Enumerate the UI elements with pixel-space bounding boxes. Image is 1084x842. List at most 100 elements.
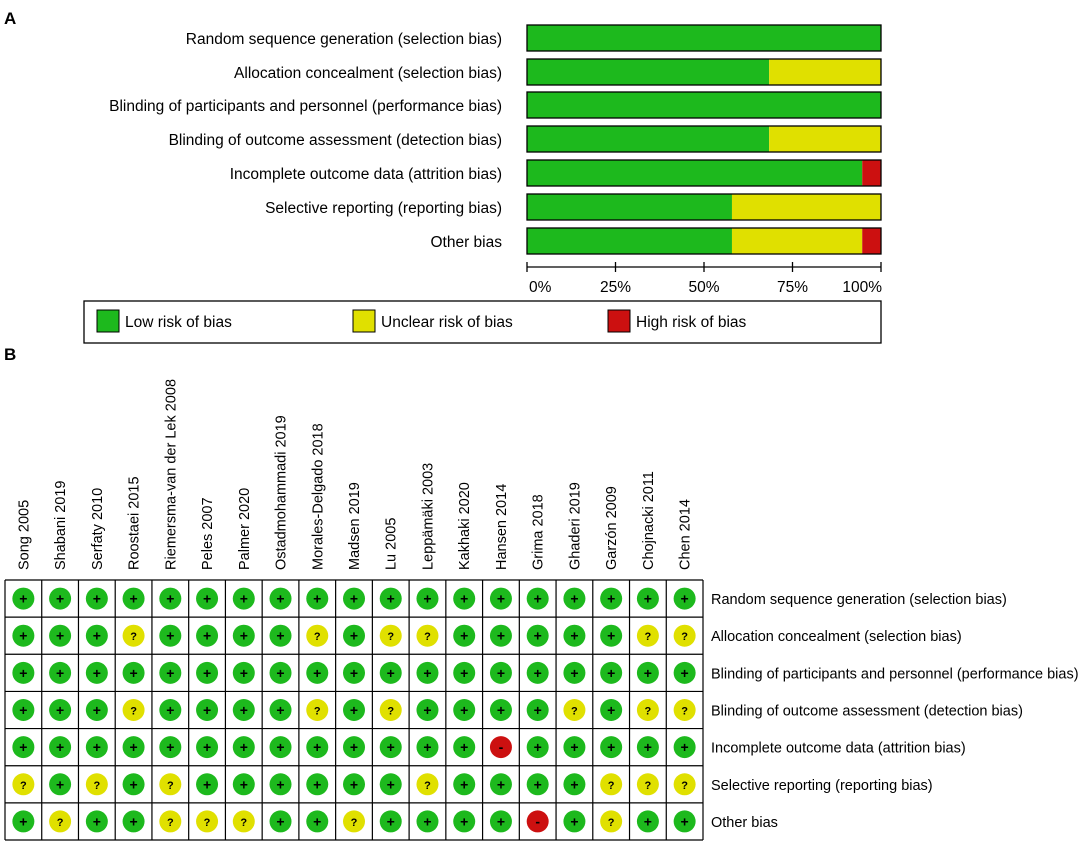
rating-dot-low: [489, 699, 512, 721]
rating-dot-low: [122, 773, 145, 796]
study-label: Grima 2018: [531, 494, 547, 570]
rating-symbol-low: +: [350, 702, 358, 718]
rating-dot-low: [196, 624, 219, 647]
rating-symbol-low: +: [681, 665, 689, 681]
study-label: Chojnacki 2011: [641, 471, 657, 570]
rating-symbol-low: +: [313, 739, 321, 755]
rating-symbol-high: -: [499, 739, 504, 755]
rating-dot-low: [343, 587, 365, 610]
study-label: Song 2005: [16, 500, 32, 570]
rating-symbol-unclear: ?: [645, 780, 652, 792]
rating-symbol-low: +: [644, 665, 652, 681]
rating-symbol-low: +: [56, 665, 64, 681]
rating-symbol-low: +: [166, 591, 174, 607]
bar-segment-low: [527, 126, 770, 152]
bar-segment-low: [527, 228, 732, 254]
rating-dot-unclear: [85, 773, 108, 796]
rating-dot-low: [379, 736, 402, 759]
category-label: Blinding of participants and personnel (…: [109, 98, 502, 115]
study-label: Ostadmohammadi 2019: [274, 415, 290, 570]
rating-dot-low: [489, 624, 512, 647]
category-label: Incomplete outcome data (attrition bias): [230, 166, 502, 183]
rating-symbol-unclear: ?: [571, 706, 578, 718]
rating-symbol-low: +: [570, 813, 578, 829]
rating-dot-low: [269, 736, 292, 759]
rating-symbol-low: +: [276, 628, 284, 644]
rating-symbol-low: +: [240, 591, 248, 607]
rating-symbol-low: +: [534, 702, 542, 718]
rating-symbol-low: +: [276, 739, 284, 755]
study-label: Palmer 2020: [237, 488, 253, 570]
rating-symbol-low: +: [19, 591, 27, 607]
rating-symbol-low: +: [240, 739, 248, 755]
summary-bar-chart: Random sequence generation (selection bi…: [109, 24, 882, 296]
rating-dot-low: [49, 699, 72, 721]
rating-dot-low: [673, 587, 696, 610]
legend-swatch-unclear: [352, 309, 376, 333]
rating-symbol-low: +: [423, 665, 431, 681]
rating-dot-high: [526, 810, 549, 833]
rating-symbol-low: +: [387, 776, 395, 792]
rating-symbol-low: +: [460, 813, 468, 829]
rating-dot-low: [489, 587, 512, 610]
rating-dot-unclear: [306, 624, 329, 647]
x-tick-label: 0%: [529, 279, 552, 296]
rating-symbol-low: +: [56, 739, 64, 755]
rating-symbol-low: +: [240, 776, 248, 792]
rating-symbol-low: +: [129, 591, 137, 607]
rating-dot-low: [489, 810, 512, 833]
rating-dot-unclear: [600, 773, 623, 796]
rating-dot-low: [416, 661, 439, 684]
rating-dot-unclear: [12, 773, 35, 796]
risk-of-bias-grid: Song 2005 Shabani 2019 Serfaty 2010 Roostae…: [4, 379, 1079, 841]
rating-dot-low: [49, 773, 72, 796]
rating-dot-low: [306, 773, 329, 796]
study-label: Madsen 2019: [347, 482, 363, 570]
rating-dot-unclear: [306, 699, 329, 721]
rating-dot-unclear: [416, 624, 439, 647]
rating-dot-low: [232, 736, 255, 759]
rating-symbol-unclear: ?: [167, 780, 174, 792]
rating-dot-low: [49, 736, 72, 759]
rating-symbol-unclear: ?: [93, 780, 100, 792]
rating-dot-low: [232, 661, 255, 684]
rating-dot-low: [159, 699, 182, 721]
rating-symbol-low: +: [423, 739, 431, 755]
rating-dot-low: [122, 661, 145, 684]
rating-symbol-low: +: [350, 776, 358, 792]
rating-symbol-low: +: [497, 628, 505, 644]
rating-dot-low: [269, 810, 292, 833]
rating-symbol-low: +: [607, 739, 615, 755]
domain-label: Selective reporting (reporting bias): [711, 778, 933, 794]
rating-dot-low: [453, 699, 476, 721]
rating-dot-low: [563, 587, 586, 610]
rating-symbol-low: +: [644, 739, 652, 755]
legend-swatch-low: [96, 309, 120, 333]
rating-dot-low: [85, 624, 108, 647]
study-label: Lu 2005: [384, 518, 400, 570]
rating-symbol-low: +: [93, 591, 101, 607]
rating-symbol-low: +: [203, 739, 211, 755]
bar-outline: [526, 91, 882, 119]
rating-symbol-low: +: [19, 628, 27, 644]
rating-dot-low: [196, 661, 219, 684]
bar-outline: [526, 125, 882, 153]
panel-a-label: A: [4, 9, 16, 28]
study-label: Riemersma-van der Lek 2008: [163, 379, 179, 570]
bar-segment-unclear: [731, 194, 881, 220]
rating-symbol-low: +: [607, 628, 615, 644]
rating-symbol-low: +: [93, 739, 101, 755]
rating-symbol-low: +: [460, 628, 468, 644]
rating-dot-low: [269, 587, 292, 610]
rating-dot-low: [636, 810, 659, 833]
rating-symbol-low: +: [460, 665, 468, 681]
rating-symbol-low: +: [129, 665, 137, 681]
rating-symbol-low: +: [93, 665, 101, 681]
rating-symbol-low: +: [56, 776, 64, 792]
bar-segment-low: [527, 92, 881, 118]
rating-symbol-low: +: [313, 776, 321, 792]
rating-symbol-unclear: ?: [167, 817, 174, 829]
rating-dot-unclear: [416, 773, 439, 796]
rating-dot-low: [526, 661, 549, 684]
rating-dot-unclear: [159, 773, 182, 796]
